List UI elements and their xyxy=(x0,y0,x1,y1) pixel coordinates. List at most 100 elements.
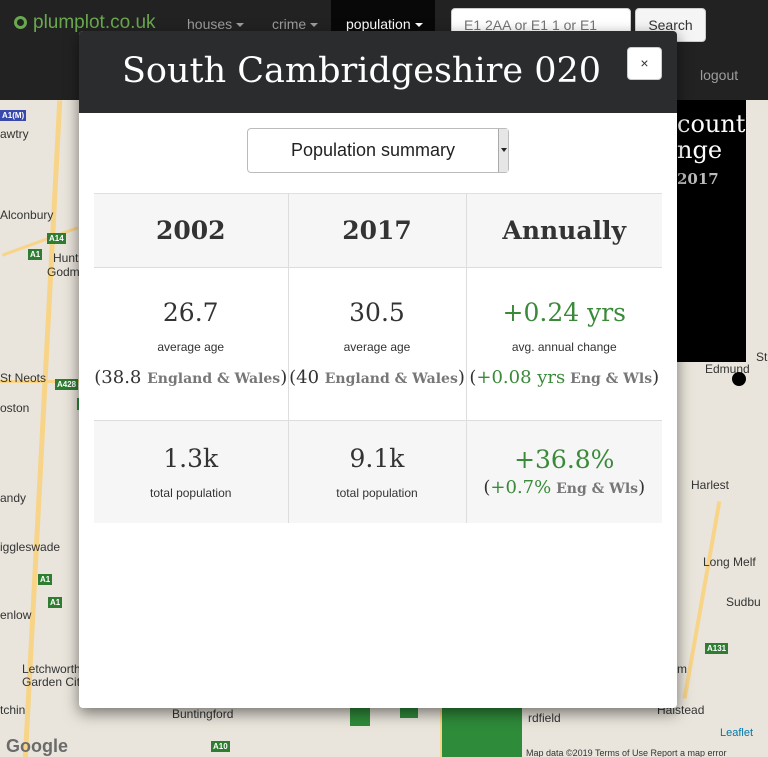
age-annual-cmp-value: +0.08 yrs xyxy=(476,367,566,388)
summary-select[interactable]: Population summary xyxy=(247,128,509,173)
age-2002-comparison: (38.8 England & Wales) xyxy=(94,367,288,390)
modal-title: South Cambridgeshire 020 xyxy=(121,51,602,91)
summary-select-value: Population summary xyxy=(290,140,456,160)
nav-houses[interactable]: houses xyxy=(187,16,245,32)
pop-2017-label: total population xyxy=(336,485,418,500)
population-modal: South Cambridgeshire 020 × Population su… xyxy=(79,31,677,708)
cell-pop-2002: 1.3k total population xyxy=(94,420,289,523)
road-shield: A1 xyxy=(38,574,53,585)
age-2002-value: 26.7 xyxy=(162,298,219,327)
map-label: iggleswade xyxy=(0,540,61,554)
age-annual-cmp-close: ) xyxy=(652,367,660,388)
age-2002-cmp-value: (38.8 xyxy=(94,367,148,388)
age-annual-comparison: (+0.08 yrs Eng & Wls) xyxy=(467,367,663,390)
caret-down-icon xyxy=(236,23,245,27)
map-label: oston xyxy=(0,401,30,415)
brand-logo-icon xyxy=(14,16,27,29)
map-label: enlow xyxy=(0,608,32,622)
pop-annual-cmp-close: ) xyxy=(638,477,646,499)
map-label: Godm xyxy=(47,265,80,279)
cell-pop-2017: 9.1k total population xyxy=(288,420,467,523)
leaflet-link[interactable]: Leaflet xyxy=(720,727,754,739)
age-annual-cmp-region: Eng & Wls xyxy=(565,371,653,387)
nav-population-label: population xyxy=(346,16,411,32)
column-header-2002: 2002 xyxy=(94,193,289,268)
age-2002-cmp-region: England & Wales xyxy=(147,371,281,387)
map-region xyxy=(442,708,522,757)
google-logo: Google xyxy=(6,736,68,756)
info-panel-line-2: nge xyxy=(677,136,723,164)
brand-link[interactable]: plumplot.co.uk xyxy=(14,12,156,34)
pop-annual-cmp-value: +0.7% xyxy=(490,477,552,499)
cell-pop-annual: +36.8% (+0.7% Eng & Wls) xyxy=(466,420,663,523)
pop-annual-comparison: (+0.7% Eng & Wls) xyxy=(467,477,663,498)
pop-2017-value: 9.1k xyxy=(349,443,405,473)
map-label: Buntingford xyxy=(172,707,234,721)
close-button[interactable]: × xyxy=(627,47,662,80)
map-info-panel: count nge 2017 xyxy=(677,100,746,362)
road-shield: A1(M) xyxy=(0,110,27,121)
pop-annual-value: +36.8% xyxy=(514,445,615,475)
column-header-2017: 2017 xyxy=(288,193,467,268)
nav-crime-label: crime xyxy=(272,16,307,32)
map-label: St xyxy=(756,350,768,364)
age-annual-value: +0.24 yrs xyxy=(502,298,626,327)
nav-crime[interactable]: crime xyxy=(272,16,319,32)
map-label: awtry xyxy=(0,127,29,141)
nav-houses-label: houses xyxy=(187,16,233,32)
map-label: Harlest xyxy=(691,478,730,492)
caret-down-icon xyxy=(310,23,319,27)
map-marker[interactable] xyxy=(732,372,746,386)
map-label: St Neots xyxy=(0,371,47,385)
age-2017-cmp-value: (40 xyxy=(289,367,325,388)
map-road xyxy=(682,501,722,699)
modal-header: South Cambridgeshire 020 × xyxy=(79,31,677,113)
road-shield: A131 xyxy=(705,643,729,654)
map-region xyxy=(350,708,370,726)
road-shield: A428 xyxy=(55,379,79,390)
brand-label: plumplot.co.uk xyxy=(33,12,156,33)
age-2017-label: average age xyxy=(343,340,411,354)
map-label: Letchworth xyxy=(22,662,81,676)
road-shield: A1 xyxy=(28,249,43,260)
logout-link[interactable]: logout xyxy=(700,67,739,83)
map-road xyxy=(22,100,63,757)
map-label: Garden City xyxy=(22,675,87,689)
cell-age-2002: 26.7 average age (38.8 England & Wales) xyxy=(94,267,289,421)
caret-down-icon xyxy=(414,23,423,27)
map-label: Long Melf xyxy=(703,555,756,569)
map-label: andy xyxy=(0,491,27,505)
map-attribution: Map data ©2019 Terms of Use Report a map… xyxy=(526,748,727,757)
table-header-row: 2002 2017 Annually xyxy=(94,193,662,268)
column-header-annually: Annually xyxy=(466,193,662,268)
age-annual-cmp-open: ( xyxy=(469,367,477,388)
road-shield: A10 xyxy=(211,741,230,752)
age-2002-label: average age xyxy=(157,340,225,354)
cell-age-annual: +0.24 yrs avg. annual change (+0.08 yrs … xyxy=(466,267,663,421)
map-label: tchin xyxy=(0,703,26,717)
age-2017-cmp-close: ) xyxy=(457,367,465,388)
table-row-average-age: 26.7 average age (38.8 England & Wales) … xyxy=(94,267,663,421)
pop-annual-cmp-region: Eng & Wls xyxy=(551,481,639,498)
map-region xyxy=(400,708,418,718)
map-road xyxy=(0,380,80,383)
pop-2002-value: 1.3k xyxy=(163,443,219,473)
chevron-down-icon xyxy=(498,129,508,172)
age-2017-comparison: (40 England & Wales) xyxy=(289,367,466,390)
pop-annual-cmp-open: ( xyxy=(483,477,491,499)
map-label: Alconbury xyxy=(0,208,54,222)
age-2002-cmp-close: ) xyxy=(280,367,288,388)
map-label: Sudbu xyxy=(726,595,761,609)
road-shield: A14 xyxy=(47,233,66,244)
info-panel-line-1: count xyxy=(677,110,746,138)
table-row-total-population: 1.3k total population 9.1k total populat… xyxy=(94,420,663,523)
age-annual-label: avg. annual change xyxy=(511,340,617,354)
map-label: m xyxy=(677,662,687,676)
age-2017-cmp-region: England & Wales xyxy=(324,371,458,387)
cell-age-2017: 30.5 average age (40 England & Wales) xyxy=(288,267,467,421)
map-label: rdfield xyxy=(528,711,561,725)
info-panel-line-3: 2017 xyxy=(677,170,719,188)
map-label: Hunt xyxy=(53,251,79,265)
road-shield: A1 xyxy=(48,597,63,608)
age-2017-value: 30.5 xyxy=(349,298,405,327)
